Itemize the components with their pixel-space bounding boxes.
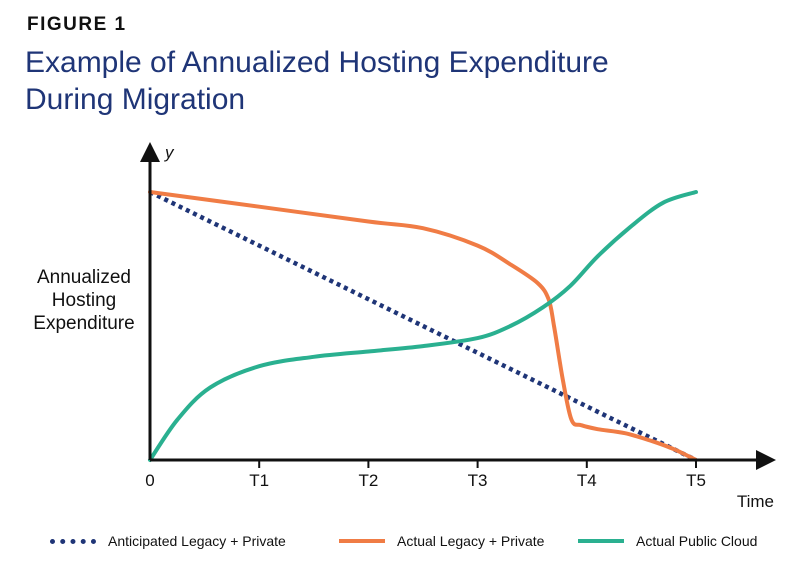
figure-label: FIGURE 1 <box>27 14 127 35</box>
y-axis-label-line-2: Hosting <box>51 290 117 311</box>
legend-label-actual-legacy: Actual Legacy + Private <box>397 533 545 549</box>
legend-label-anticipated: Anticipated Legacy + Private <box>108 533 286 549</box>
series-layer <box>148 189 698 463</box>
series-line-public-cloud <box>148 190 698 462</box>
x-tick-label: T5 <box>686 471 706 490</box>
chart-title-line-1: Example of Annualized Hosting Expenditur… <box>25 46 609 79</box>
x-tick-label: T4 <box>577 471 597 490</box>
y-axis-arrow <box>140 142 160 162</box>
y-axis-label: Annualized Hosting Expenditure <box>20 266 148 335</box>
y-axis-symbol: y <box>164 143 175 162</box>
legend-swatch-anticipated <box>50 538 96 544</box>
chart-title: Example of Annualized Hosting Expenditur… <box>25 44 725 118</box>
series-line-anticipated <box>149 189 697 463</box>
legend-item-actual-legacy: Actual Legacy + Private <box>339 533 544 549</box>
y-axis-label-line-1: Annualized <box>36 267 132 288</box>
x-ticks: 0 T1 T2 T3 T4 T5 <box>145 460 706 490</box>
legend-item-anticipated: Anticipated Legacy + Private <box>50 533 286 549</box>
y-axis-label-line-3: Expenditure <box>33 313 135 334</box>
legend-swatch-actual-legacy <box>339 539 385 543</box>
chart-legend: Anticipated Legacy + Private Actual Lega… <box>50 533 790 555</box>
x-tick-label: T2 <box>358 471 378 490</box>
legend-swatch-public-cloud <box>578 539 624 543</box>
x-tick-label: 0 <box>145 471 154 490</box>
legend-item-public-cloud: Actual Public Cloud <box>578 533 757 549</box>
series-line-actual-legacy <box>148 190 698 462</box>
chart-title-line-2: During Migration <box>25 83 246 116</box>
legend-label-public-cloud: Actual Public Cloud <box>636 533 758 549</box>
x-axis-arrow <box>756 450 776 470</box>
x-tick-label: T1 <box>249 471 269 490</box>
x-tick-label: T3 <box>468 471 488 490</box>
x-axis-title: Time <box>737 492 774 511</box>
